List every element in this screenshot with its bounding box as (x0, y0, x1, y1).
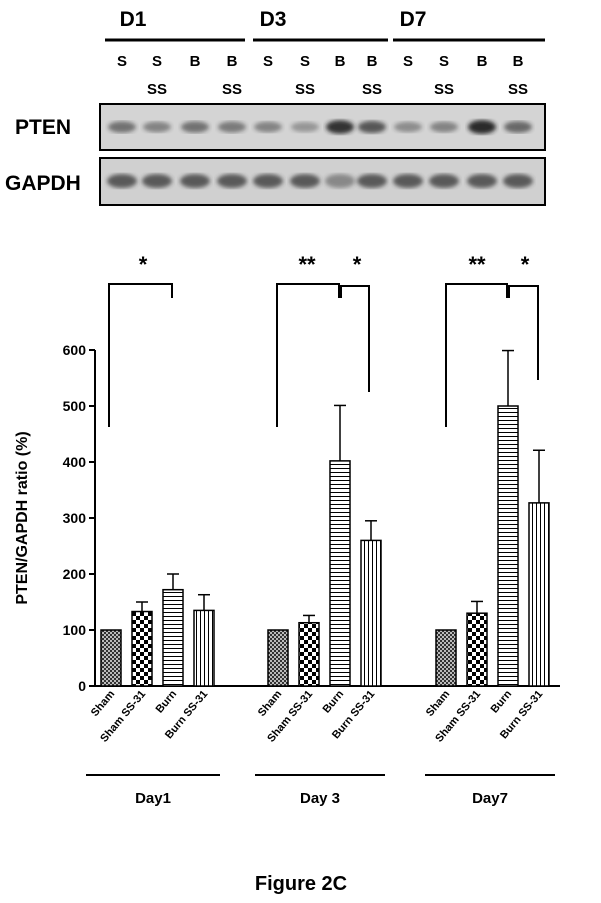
bar (162, 588, 184, 687)
pten-band (218, 121, 246, 133)
gapdh-band (325, 174, 355, 188)
y-tick-label: 200 (63, 566, 87, 582)
y-tick-label: 0 (78, 678, 86, 694)
lane-label: B (477, 53, 488, 70)
lane-label: SS (362, 81, 382, 98)
pten-band (394, 121, 422, 133)
gapdh-band (357, 174, 387, 188)
significance-label: * (139, 252, 148, 277)
category-label: Burn (154, 688, 180, 716)
y-tick-label: 500 (63, 398, 87, 414)
group-label: Day 3 (300, 790, 340, 807)
lane-label: S (263, 53, 273, 70)
significance-bracket (108, 283, 173, 427)
caption: Figure 2C (255, 873, 347, 895)
lane-label: B (513, 53, 524, 70)
y-axis-label: PTEN/GAPDH ratio (%) (14, 431, 31, 604)
gapdh-band (429, 174, 459, 188)
y-tick-label: 300 (63, 510, 87, 526)
bar (360, 539, 382, 687)
pten-band (468, 120, 496, 134)
pten-band (143, 121, 171, 133)
lane-label: SS (295, 81, 315, 98)
gapdh-band (290, 174, 320, 188)
lane-label: B (367, 53, 378, 70)
category-label: Sham (424, 688, 453, 719)
group-label: Day7 (472, 790, 508, 807)
gapdh-band (217, 174, 247, 188)
blot-column-label: D3 (260, 8, 287, 31)
bar (329, 460, 351, 687)
gapdh-band (467, 174, 497, 188)
significance-bracket (276, 283, 340, 427)
significance-label: ** (468, 252, 486, 277)
lane-label: S (152, 53, 162, 70)
y-tick-label: 100 (63, 622, 87, 638)
category-label: Sham (256, 688, 285, 719)
significance-bracket (340, 285, 370, 392)
lane-label: SS (222, 81, 242, 98)
lane-label: SS (434, 81, 454, 98)
pten-band (430, 121, 458, 133)
blot-row-label: GAPDH (5, 172, 81, 195)
y-tick-label: 600 (63, 342, 87, 358)
gapdh-band (142, 174, 172, 188)
category-label: Burn (489, 688, 515, 716)
bar (528, 502, 550, 687)
pten-band (254, 121, 282, 133)
gapdh-band (393, 174, 423, 188)
lane-label: B (227, 53, 238, 70)
bar (131, 610, 153, 687)
pten-band (504, 121, 532, 133)
bar (497, 405, 519, 687)
significance-label: * (353, 252, 362, 277)
bar (193, 609, 215, 687)
lane-label: SS (508, 81, 528, 98)
pten-band (326, 120, 354, 134)
blot-column-label: D7 (400, 8, 427, 31)
bar (435, 629, 457, 687)
pten-band (291, 121, 319, 133)
category-label: Burn (321, 688, 347, 716)
category-label: Sham (89, 688, 118, 719)
blot-row-label: PTEN (15, 116, 71, 139)
significance-label: * (521, 252, 530, 277)
significance-bracket (508, 285, 539, 380)
bar (267, 629, 289, 687)
lane-label: S (403, 53, 413, 70)
lane-label: S (117, 53, 127, 70)
lane-label: B (335, 53, 346, 70)
bar (298, 621, 320, 687)
significance-label: ** (298, 252, 316, 277)
y-tick-label: 400 (63, 454, 87, 470)
pten-band (181, 121, 209, 133)
pten-band (358, 120, 386, 134)
blot-column-label: D1 (120, 8, 147, 31)
bar (466, 612, 488, 687)
significance-bracket (445, 283, 508, 427)
pten-band (108, 121, 136, 133)
group-label: Day1 (135, 790, 171, 807)
bar (100, 629, 122, 687)
lane-label: SS (147, 81, 167, 98)
gapdh-band (107, 174, 137, 188)
lane-label: S (439, 53, 449, 70)
gapdh-band (503, 174, 533, 188)
lane-label: B (190, 53, 201, 70)
gapdh-band (253, 174, 283, 188)
lane-label: S (300, 53, 310, 70)
gapdh-band (180, 174, 210, 188)
